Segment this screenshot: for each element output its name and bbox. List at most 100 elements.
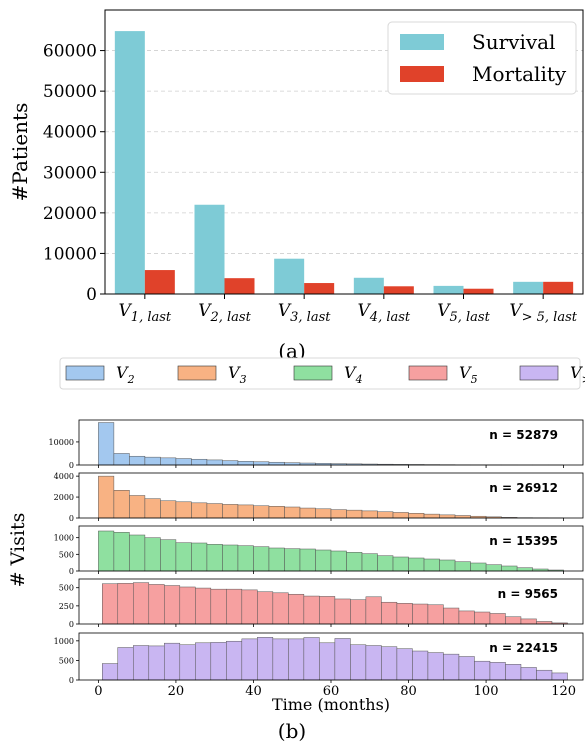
y-tick-label: 1000 xyxy=(54,637,74,646)
histogram-bar xyxy=(191,458,208,466)
y-tick-label: 2000 xyxy=(54,493,74,502)
histogram-bar xyxy=(361,553,378,572)
histogram-bar xyxy=(412,650,429,681)
histogram-bar xyxy=(501,565,518,572)
histogram-bar xyxy=(210,588,227,625)
histogram-bar xyxy=(175,501,192,519)
x-tick-label: 100 xyxy=(474,684,499,699)
legend-swatch-v5 xyxy=(408,365,448,381)
histogram-bar xyxy=(365,645,382,681)
histogram-bar xyxy=(237,461,254,466)
histogram-bar xyxy=(129,495,146,519)
count-annotation: n = 22415 xyxy=(489,641,558,655)
histogram-bar xyxy=(144,498,161,519)
histogram-bar xyxy=(164,585,181,625)
histogram-bar xyxy=(253,505,270,519)
histogram-bar xyxy=(408,557,425,572)
histogram-bar xyxy=(257,637,274,681)
y-tick-label: 250 xyxy=(59,602,74,611)
histogram-bar xyxy=(427,652,444,681)
legend-label-v4: V4 xyxy=(344,363,363,386)
histogram-bar xyxy=(148,584,165,625)
histogram-bar xyxy=(117,647,134,681)
histogram-bar xyxy=(113,453,130,466)
histogram-bar xyxy=(226,640,243,681)
bar-survival xyxy=(114,31,145,295)
y-tick-label: 4000 xyxy=(54,472,74,481)
histogram-bar xyxy=(98,475,115,519)
bar-survival xyxy=(353,277,384,294)
histogram-bar xyxy=(191,502,208,519)
histogram-bar xyxy=(520,618,537,625)
histogram-bar xyxy=(392,556,409,572)
histogram-bar xyxy=(470,562,487,572)
y-tick-label: 60000 xyxy=(43,42,97,62)
histogram-bar xyxy=(299,548,316,572)
histogram-bar xyxy=(206,503,223,519)
bar-mortality xyxy=(224,278,255,294)
subplot-frame xyxy=(78,578,584,625)
histogram-bar xyxy=(346,552,363,572)
bar-survival xyxy=(274,258,305,294)
histogram-bar xyxy=(268,461,285,466)
bar-mortality xyxy=(144,270,175,294)
histogram-bar xyxy=(160,539,177,572)
histogram-bar xyxy=(408,513,425,519)
histogram-bar xyxy=(319,642,336,681)
histogram-bar xyxy=(133,645,150,681)
y-tick-label: 500 xyxy=(59,584,74,593)
legend-label-mortality: Mortality xyxy=(472,62,567,86)
histogram-bar xyxy=(191,542,208,572)
histogram-bar xyxy=(257,591,274,625)
histogram-bar xyxy=(148,645,165,681)
subplot-frame xyxy=(78,525,584,572)
histogram-bar xyxy=(179,644,196,681)
histogram-bar xyxy=(319,596,336,625)
histogram-bar xyxy=(117,583,134,625)
y-tick-label: 20000 xyxy=(43,204,97,224)
histogram-bar xyxy=(505,616,522,625)
histogram-bar xyxy=(330,550,347,572)
histogram-bar xyxy=(458,610,475,625)
histogram-bar xyxy=(330,509,347,519)
histogram-bar xyxy=(222,504,239,519)
histogram-bar xyxy=(439,514,456,519)
histogram-bar xyxy=(113,490,130,519)
histogram-bar xyxy=(377,511,394,519)
histogram-bar xyxy=(551,672,568,681)
histogram-bar xyxy=(439,559,456,572)
legend-swatch-v>5 xyxy=(519,365,559,381)
histogram-bar xyxy=(284,548,301,572)
count-annotation: n = 9565 xyxy=(498,587,558,601)
x-tick-label: 40 xyxy=(245,684,262,699)
count-annotation: n = 52879 xyxy=(489,428,558,442)
y-tick-label: 0 xyxy=(69,620,74,629)
legend-swatch-v2 xyxy=(65,365,105,381)
histogram-v5: 0 250 500 n = 9565 xyxy=(59,578,584,629)
histogram-bar xyxy=(144,456,161,466)
histogram-bar xyxy=(299,507,316,519)
histogram-bar xyxy=(346,509,363,519)
histogram-bar xyxy=(206,544,223,572)
histogram-bar xyxy=(443,607,460,625)
histogram-bar xyxy=(377,555,394,572)
histogram-bar xyxy=(175,458,192,466)
x-tick-label: V1, last xyxy=(119,301,172,325)
x-tick-label: V> 5, last xyxy=(509,301,577,325)
histogram-bar xyxy=(222,544,239,572)
histogram-bar xyxy=(288,593,305,625)
y-tick-label: 10000 xyxy=(43,244,97,264)
histogram-bar xyxy=(520,667,537,681)
histogram-bar xyxy=(129,455,146,466)
panel-a-survival-mortality-bar-chart: 0 10000 20000 30000 40000 50000 60000 V1, last V… xyxy=(8,9,584,325)
histogram-bar xyxy=(195,587,212,625)
legend-swatch-v3 xyxy=(177,365,217,381)
histogram-bar xyxy=(458,656,475,681)
x-tick-label: 80 xyxy=(400,684,417,699)
y-tick-label: 50000 xyxy=(43,82,97,102)
subplot-frame xyxy=(78,419,584,466)
legend-swatch-mortality xyxy=(400,66,444,82)
histogram-bar xyxy=(474,660,491,681)
histogram-bar xyxy=(272,592,289,625)
